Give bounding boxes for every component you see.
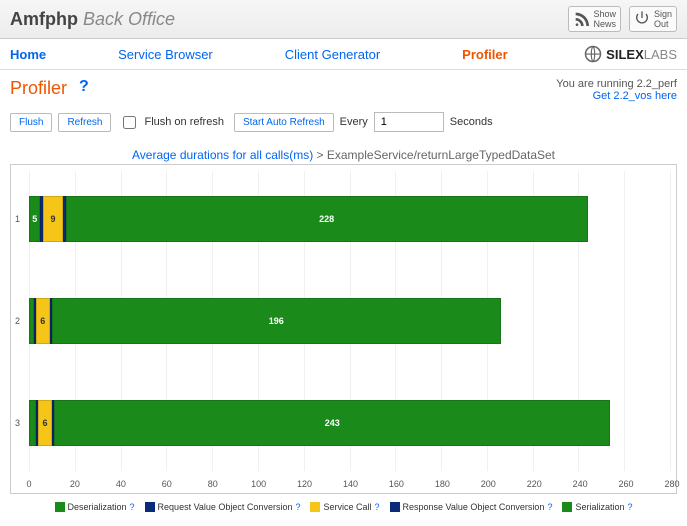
brand-sub: Back Office <box>83 9 175 29</box>
legend-swatch <box>562 502 572 512</box>
version-info: You are running 2.2_perf Get 2.2_vos her… <box>556 78 677 102</box>
bar-segment-service_call[interactable]: 9 <box>43 196 64 242</box>
top-bar: Amfphp Back Office Show News Sign Out <box>0 0 687 39</box>
silexlabs-logo: SILEXLABS <box>584 45 677 63</box>
flush-on-refresh-label: Flush on refresh <box>144 116 223 128</box>
x-axis-label: 200 <box>481 479 496 489</box>
legend-swatch <box>55 502 65 512</box>
show-news-button[interactable]: Show News <box>568 6 621 32</box>
flush-button[interactable]: Flush <box>10 113 52 132</box>
brand: Amfphp Back Office <box>10 9 175 30</box>
show-news-label: Show News <box>593 9 616 29</box>
nav-service-browser[interactable]: Service Browser <box>118 47 213 62</box>
bar-row: 59228 <box>29 196 670 242</box>
every-label: Every <box>340 116 368 128</box>
legend-label: Serialization <box>575 502 624 512</box>
bar-segment-serialization[interactable]: 228 <box>66 196 588 242</box>
page-subheader: Profiler ? You are running 2.2_perf Get … <box>0 70 687 106</box>
x-axis-label: 220 <box>527 479 542 489</box>
legend-item-serialization[interactable]: Serialization ? <box>562 502 632 512</box>
x-axis-label: 280 <box>664 479 679 489</box>
x-axis-label: 260 <box>619 479 634 489</box>
legend-help-icon[interactable]: ? <box>375 502 380 512</box>
bar-segment-deserialization[interactable]: 5 <box>29 196 40 242</box>
bar-row: 6243 <box>29 400 670 446</box>
bar-segment-serialization[interactable]: 243 <box>54 400 610 446</box>
bar-segment-serialization[interactable]: 196 <box>52 298 501 344</box>
legend-item-service_call[interactable]: Service Call ? <box>310 502 379 512</box>
x-axis-label: 0 <box>26 479 31 489</box>
chart-plot: 5922861966243 02040608010012014016018020… <box>10 164 677 494</box>
logo-text-strong: SILEX <box>606 47 644 62</box>
page-title: Profiler <box>10 78 67 99</box>
x-axis-label: 60 <box>162 479 172 489</box>
legend-label: Service Call <box>323 502 371 512</box>
chart-title: Average durations for all calls(ms) > Ex… <box>0 142 687 164</box>
x-axis-label: 120 <box>297 479 312 489</box>
bar-segment-service_call[interactable]: 6 <box>36 298 50 344</box>
legend-help-icon[interactable]: ? <box>295 502 300 512</box>
auto-refresh-button[interactable]: Start Auto Refresh <box>234 113 334 132</box>
flush-on-refresh-checkbox[interactable] <box>123 116 136 129</box>
chart-breadcrumb-current: ExampleService/returnLargeTypedDataSet <box>327 148 555 162</box>
x-axis-label: 180 <box>435 479 450 489</box>
legend-label: Request Value Object Conversion <box>158 502 293 512</box>
y-axis-label: 2 <box>15 316 20 326</box>
refresh-button[interactable]: Refresh <box>58 113 111 132</box>
nav-bar: Home Service Browser Client Generator Pr… <box>0 39 687 70</box>
bar-segment-deserialization[interactable] <box>29 400 36 446</box>
globe-icon <box>584 45 602 63</box>
legend-item-deserialization[interactable]: Deserialization ? <box>55 502 135 512</box>
legend-label: Response Value Object Conversion <box>403 502 545 512</box>
legend-help-icon[interactable]: ? <box>627 502 632 512</box>
interval-input[interactable] <box>374 112 444 132</box>
x-axis-label: 80 <box>208 479 218 489</box>
legend-item-resp_conv[interactable]: Response Value Object Conversion ? <box>390 502 553 512</box>
toolbar: Flush Refresh Flush on refresh Start Aut… <box>0 106 687 142</box>
nav-home[interactable]: Home <box>10 47 46 62</box>
breadcrumb-sep: > <box>313 148 327 162</box>
legend-help-icon[interactable]: ? <box>547 502 552 512</box>
seconds-label: Seconds <box>450 116 493 128</box>
logo-text-light: LABS <box>644 47 677 62</box>
chart-container: 5922861966243 02040608010012014016018020… <box>0 164 687 526</box>
legend-swatch <box>310 502 320 512</box>
brand-name: Amfphp <box>10 9 78 29</box>
nav-profiler[interactable]: Profiler <box>462 47 508 62</box>
x-axis-label: 240 <box>573 479 588 489</box>
rss-icon <box>573 10 589 29</box>
legend-swatch <box>390 502 400 512</box>
power-icon <box>634 10 650 29</box>
nav-client-generator[interactable]: Client Generator <box>285 47 380 62</box>
chart-legend: Deserialization ?Request Value Object Co… <box>10 494 677 516</box>
legend-help-icon[interactable]: ? <box>130 502 135 512</box>
y-axis-label: 1 <box>15 214 20 224</box>
bar-segment-service_call[interactable]: 6 <box>38 400 52 446</box>
legend-item-req_conv[interactable]: Request Value Object Conversion ? <box>145 502 301 512</box>
x-axis-label: 40 <box>116 479 126 489</box>
help-icon[interactable]: ? <box>79 78 89 96</box>
running-version: 2.2_perf <box>637 78 677 90</box>
sign-out-label: Sign Out <box>654 9 672 29</box>
legend-swatch <box>145 502 155 512</box>
chart-breadcrumb-root[interactable]: Average durations for all calls(ms) <box>132 148 313 162</box>
running-prefix: You are running <box>556 78 636 90</box>
get-version-link[interactable]: Get 2.2_vos here <box>593 90 677 102</box>
x-axis-label: 100 <box>251 479 266 489</box>
legend-label: Deserialization <box>68 502 127 512</box>
bar-row: 6196 <box>29 298 670 344</box>
x-axis-label: 140 <box>343 479 358 489</box>
sign-out-button[interactable]: Sign Out <box>629 6 677 32</box>
x-axis-label: 160 <box>389 479 404 489</box>
gridline <box>670 171 671 471</box>
x-axis-label: 20 <box>70 479 80 489</box>
y-axis-label: 3 <box>15 418 20 428</box>
